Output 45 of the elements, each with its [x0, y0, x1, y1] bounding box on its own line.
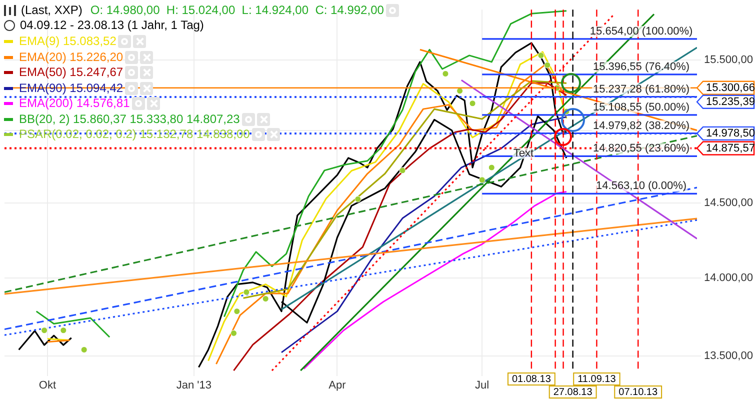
ref-line-label: 01.08.13 [512, 374, 552, 385]
point [354, 196, 362, 202]
point [544, 62, 551, 68]
y-tick-label: 14.000,00 [704, 272, 753, 284]
y-tick-label: 15.500,00 [704, 54, 753, 66]
annotation: Text [513, 147, 534, 160]
point [488, 164, 495, 171]
point [456, 88, 464, 94]
annotation: 15.108,55 (50.00%) [592, 101, 690, 114]
annotation: 14.979,82 (38.20%) [592, 120, 690, 132]
point [41, 327, 48, 334]
text: 04.09.12 - 23.08.13 (1 Jahr, 1 Tag) [20, 18, 204, 32]
point [80, 346, 88, 353]
legend-label: PSAR(0.02, 0.02, 0.2) 15.132,78 14.838,00 [19, 127, 250, 141]
annotation: 15.396,55 (76.40%) [592, 61, 690, 74]
point [243, 288, 250, 296]
chart-title: (Last, XXP) [21, 3, 82, 17]
y-tick-label: 14.500,00 [704, 197, 753, 210]
legend-label: EMA(200) 14.576,81 [19, 96, 130, 110]
point [478, 176, 486, 184]
legend-label: EMA(9) 15.083,52 [19, 34, 116, 48]
x-tick-label: Okt [38, 380, 56, 392]
point [60, 327, 67, 334]
point [230, 330, 237, 336]
y-tick-label: 13.500,00 [704, 350, 753, 362]
point [234, 308, 240, 315]
x-tick-label: Apr [328, 380, 346, 392]
point [262, 296, 269, 302]
ref-line-label: 07.10.13 [618, 386, 658, 398]
legend-label: EMA(20) 15.226,20 [19, 50, 124, 64]
annotation: 14.563,10 (0.00%) [596, 180, 687, 192]
legend-label: BB(20, 2) 15.860,37 15.333,80 14.807,23 [19, 112, 240, 126]
ref-line-label: 11.09.13 [578, 374, 616, 385]
annotation: 15.237,28 (61.80%) [592, 83, 690, 96]
point [469, 100, 476, 107]
x-tick-label: Jan '13 [176, 380, 212, 392]
point [538, 52, 544, 59]
x-tick-label: Jul [475, 380, 490, 392]
ref-line-label: 27.08.13 [553, 386, 593, 398]
annotation: 14.820,55 (23.60%) [592, 142, 690, 155]
point [399, 167, 406, 174]
annotation: O: 14.980,00 H: 15.024,00 L: 14.924,00 C: 14.992,00 [90, 3, 384, 17]
annotation: 15.654,00 (100.00%) [590, 25, 693, 38]
point [442, 70, 449, 77]
legend-label: EMA(50) 15.247,67 [19, 65, 124, 79]
